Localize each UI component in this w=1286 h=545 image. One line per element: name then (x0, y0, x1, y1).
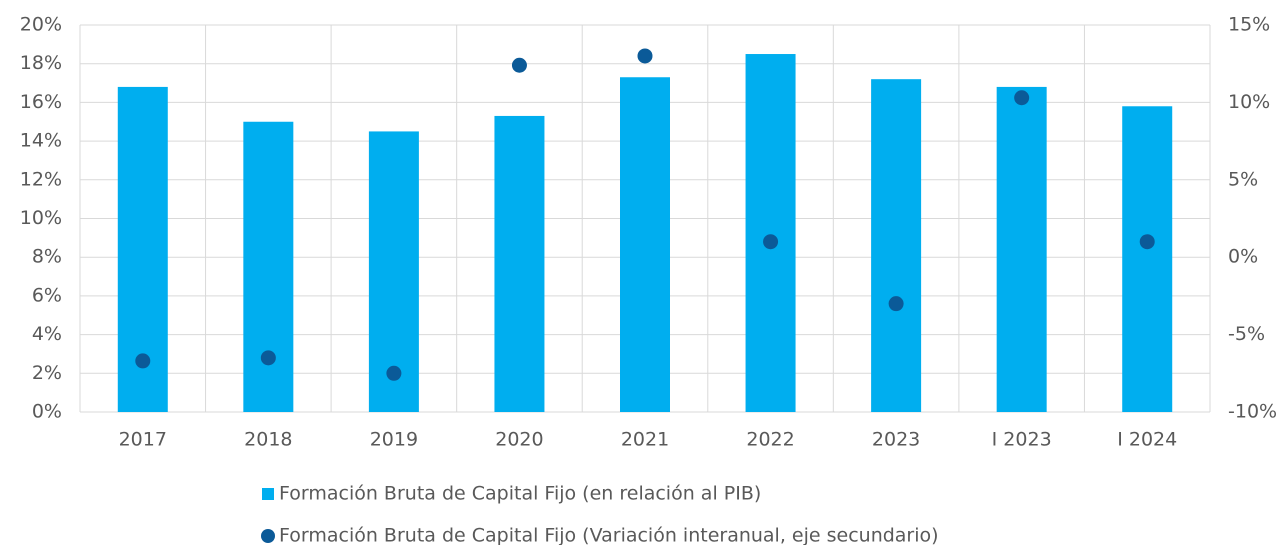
y-tick-label: 8% (32, 246, 62, 268)
dot (511, 57, 527, 73)
y-tick-label: 18% (20, 52, 62, 74)
y-tick-label: 10% (20, 207, 62, 229)
y-tick-label: 12% (20, 168, 62, 190)
y2-tick-label: 15% (1228, 14, 1270, 36)
x-tick-label: 2020 (495, 429, 543, 451)
y2-tick-label: -10% (1228, 401, 1277, 423)
x-tick-label: 2019 (370, 429, 418, 451)
y-tick-label: 6% (32, 284, 62, 306)
bar (494, 115, 545, 412)
y2-tick-label: -5% (1228, 323, 1265, 345)
x-tick-label: I 2023 (992, 429, 1052, 451)
dot (135, 353, 151, 369)
bar (871, 79, 922, 413)
x-tick-label: 2022 (746, 429, 794, 451)
bar (620, 77, 670, 413)
legend-label: Formación Bruta de Capital Fijo (Variaci… (279, 525, 939, 545)
y-tick-label: 16% (20, 91, 62, 113)
y2-tick-label: 5% (1228, 168, 1258, 190)
bar (996, 86, 1047, 413)
dot (1014, 90, 1030, 106)
x-tick-label: I 2024 (1117, 429, 1177, 451)
bar (1122, 106, 1173, 413)
dot (1139, 234, 1155, 250)
bar (368, 131, 419, 413)
x-tick-label: 2023 (872, 429, 920, 451)
dot (888, 296, 904, 312)
legend-marker (262, 488, 274, 500)
y-tick-label: 4% (32, 323, 62, 345)
bar (243, 121, 294, 412)
legend-label: Formación Bruta de Capital Fijo (en rela… (279, 483, 761, 505)
y-tick-label: 14% (20, 130, 62, 152)
x-tick-label: 2018 (244, 429, 292, 451)
y-tick-label: 20% (20, 14, 62, 36)
x-tick-label: 2021 (621, 429, 669, 451)
legend-marker (261, 529, 275, 543)
y2-tick-label: 10% (1228, 91, 1270, 113)
x-tick-label: 2017 (119, 429, 167, 451)
y-tick-label: 0% (32, 401, 62, 423)
y-tick-label: 2% (32, 362, 62, 384)
bar (745, 54, 796, 413)
dot (637, 48, 653, 64)
dot (260, 350, 276, 366)
dot (763, 234, 779, 250)
dot (386, 365, 402, 381)
y2-tick-label: 0% (1228, 246, 1258, 268)
